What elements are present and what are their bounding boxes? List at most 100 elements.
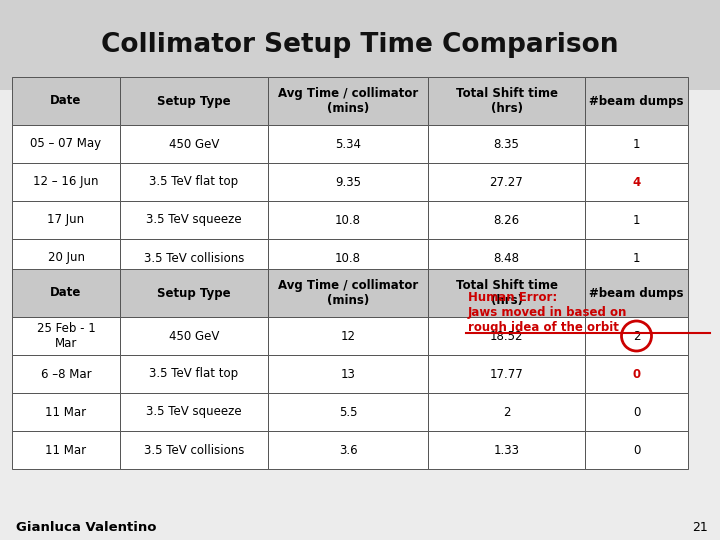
Bar [585,201,688,239]
Text: 4: 4 [632,176,641,188]
Text: 5.34: 5.34 [335,138,361,151]
Text: 2: 2 [503,406,510,419]
Text: 450 GeV: 450 GeV [168,329,219,342]
Bar [268,239,428,277]
Text: 8.48: 8.48 [493,252,520,265]
Text: 1: 1 [633,138,640,151]
Bar [12,355,120,393]
Bar [585,163,688,201]
Bar [268,317,428,355]
Text: 13: 13 [341,368,356,381]
Text: 6 –8 Mar: 6 –8 Mar [41,368,91,381]
Text: 1: 1 [633,213,640,226]
Bar [268,269,428,317]
Bar [120,77,268,125]
Text: 5.5: 5.5 [338,406,357,419]
Text: 0: 0 [633,406,640,419]
Bar [120,163,268,201]
Text: #beam dumps: #beam dumps [589,94,684,107]
Bar [120,317,268,355]
Bar [120,269,268,317]
Bar [120,355,268,393]
Bar [585,77,688,125]
Text: 450 GeV: 450 GeV [168,138,219,151]
Text: 17 Jun: 17 Jun [48,213,84,226]
Bar [428,431,585,469]
Text: Total Shift time
(hrs): Total Shift time (hrs) [456,87,557,115]
Bar [12,77,120,125]
Text: 3.5 TeV collisions: 3.5 TeV collisions [144,443,244,456]
Text: 25 Feb - 1
Mar: 25 Feb - 1 Mar [37,322,95,350]
Bar [428,239,585,277]
Text: 3.5 TeV flat top: 3.5 TeV flat top [150,176,238,188]
Text: 3.5 TeV squeeze: 3.5 TeV squeeze [146,406,242,419]
Text: 05 – 07 May: 05 – 07 May [30,138,102,151]
Bar [428,317,585,355]
Bar [120,201,268,239]
Bar [428,269,585,317]
Text: 18.52: 18.52 [490,329,523,342]
Text: Date: Date [50,94,81,107]
Bar [268,77,428,125]
Bar [12,317,120,355]
Bar [585,239,688,277]
Bar [12,393,120,431]
Text: 0: 0 [632,368,641,381]
Bar [428,355,585,393]
Bar [585,269,688,317]
Bar [12,431,120,469]
Text: Gianluca Valentino: Gianluca Valentino [16,521,156,534]
Bar [428,77,585,125]
Bar [0,0,720,90]
Text: 10.8: 10.8 [335,213,361,226]
Text: 0: 0 [633,443,640,456]
Bar [12,163,120,201]
Bar [585,431,688,469]
Text: 1: 1 [633,252,640,265]
Text: 8.35: 8.35 [494,138,519,151]
Text: Avg Time / collimator
(mins): Avg Time / collimator (mins) [278,279,418,307]
Bar [12,125,120,163]
Bar [120,431,268,469]
Bar [428,125,585,163]
Bar [428,393,585,431]
Text: 12: 12 [341,329,356,342]
Text: 8.26: 8.26 [493,213,520,226]
Bar [120,239,268,277]
Bar [268,393,428,431]
Bar [428,163,585,201]
Text: Human Error:
Jaws moved in based on
rough idea of the orbit: Human Error: Jaws moved in based on roug… [468,291,627,334]
Text: Setup Type: Setup Type [157,94,231,107]
Text: 3.5 TeV collisions: 3.5 TeV collisions [144,252,244,265]
Text: 2010:: 2010: [16,110,73,128]
Text: Setup Type: Setup Type [157,287,231,300]
Bar [12,269,120,317]
Bar [12,201,120,239]
Bar [585,355,688,393]
Text: 27.27: 27.27 [490,176,523,188]
Text: 2: 2 [633,329,640,342]
Text: 1.33: 1.33 [493,443,520,456]
Bar [585,393,688,431]
Text: 9.35: 9.35 [335,176,361,188]
Text: 11 Mar: 11 Mar [45,406,86,419]
Bar [585,317,688,355]
Text: 3.6: 3.6 [338,443,357,456]
Text: Date: Date [50,287,81,300]
Bar [268,125,428,163]
Text: 3.5 TeV flat top: 3.5 TeV flat top [150,368,238,381]
Bar [12,239,120,277]
Text: 11 Mar: 11 Mar [45,443,86,456]
Bar [120,393,268,431]
Text: 21: 21 [692,521,708,534]
Bar [268,431,428,469]
Bar [428,201,585,239]
Text: Collimator Setup Time Comparison: Collimator Setup Time Comparison [102,32,618,58]
Bar [268,201,428,239]
Text: Total Shift time
(hrs): Total Shift time (hrs) [456,279,557,307]
Bar [585,125,688,163]
Bar [120,125,268,163]
Text: 17.77: 17.77 [490,368,523,381]
Text: 3.5 TeV squeeze: 3.5 TeV squeeze [146,213,242,226]
Text: 10.8: 10.8 [335,252,361,265]
